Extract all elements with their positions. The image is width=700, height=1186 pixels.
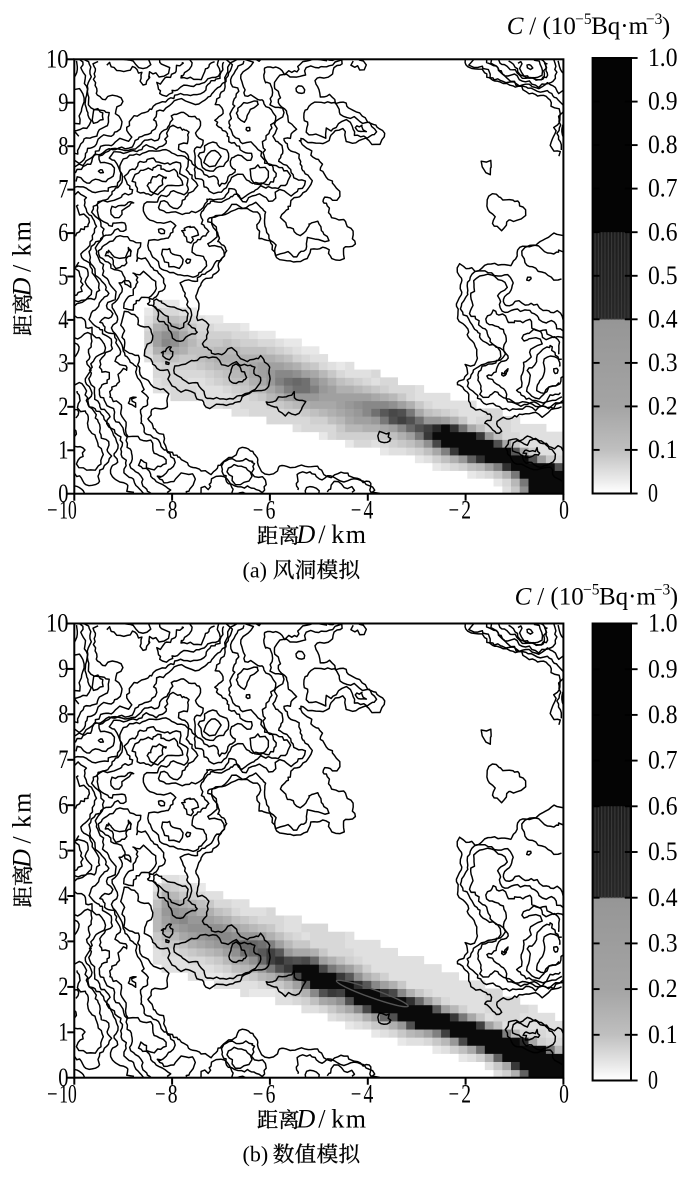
svg-text:4: 4: [364, 1080, 374, 1109]
svg-text:0.1: 0.1: [648, 1020, 678, 1049]
svg-text:/ (10: / (10: [529, 13, 576, 40]
svg-text:km: km: [331, 1104, 367, 1133]
svg-text:0.1: 0.1: [648, 435, 678, 464]
svg-text:0.2: 0.2: [648, 974, 678, 1003]
svg-text:−: −: [47, 496, 58, 525]
svg-text:0.6: 0.6: [648, 791, 678, 820]
svg-text:/: /: [8, 264, 37, 272]
svg-text:(b): (b): [243, 1142, 269, 1167]
svg-text:2: 2: [58, 392, 68, 421]
svg-text:(a): (a): [243, 558, 267, 583]
svg-text:0: 0: [648, 1066, 658, 1095]
svg-text:−: −: [351, 496, 362, 525]
svg-text:9: 9: [58, 654, 68, 683]
svg-text:C: C: [515, 584, 532, 611]
svg-text:8: 8: [58, 131, 68, 160]
svg-text:−: −: [253, 1080, 263, 1109]
svg-text:0: 0: [648, 479, 658, 508]
svg-text:2: 2: [461, 496, 471, 525]
svg-text:3: 3: [58, 927, 68, 956]
svg-text:1: 1: [58, 1017, 68, 1046]
svg-text:4: 4: [364, 496, 374, 525]
svg-text:0.3: 0.3: [648, 348, 678, 377]
svg-text:0: 0: [58, 479, 68, 508]
svg-text:0.5: 0.5: [648, 261, 678, 290]
svg-text:5: 5: [58, 836, 68, 865]
svg-text:1: 1: [58, 435, 68, 464]
svg-text:4: 4: [58, 305, 68, 334]
svg-text:−: −: [449, 1080, 460, 1109]
svg-text:0.5: 0.5: [648, 837, 678, 866]
svg-text:−3: −3: [654, 582, 671, 599]
svg-text:0.9: 0.9: [648, 654, 678, 683]
svg-text:1.0: 1.0: [648, 43, 678, 72]
svg-text:2: 2: [461, 1080, 471, 1109]
svg-text:0.7: 0.7: [648, 174, 678, 203]
svg-text:6: 6: [266, 1080, 276, 1109]
svg-text:−: −: [155, 496, 166, 525]
svg-text:/: /: [318, 520, 326, 549]
svg-text:km: km: [331, 520, 367, 549]
svg-text:0.4: 0.4: [648, 883, 678, 912]
svg-text:D: D: [296, 520, 316, 549]
svg-text:−5: −5: [583, 582, 600, 599]
svg-text:10: 10: [46, 609, 69, 638]
svg-text:8: 8: [168, 496, 178, 525]
svg-text:8: 8: [58, 699, 68, 728]
svg-text:7: 7: [58, 745, 68, 774]
svg-text:−: −: [47, 1080, 58, 1109]
svg-text:0.9: 0.9: [648, 87, 678, 116]
svg-text:Bq·m: Bq·m: [591, 13, 649, 40]
svg-text:0: 0: [58, 1063, 68, 1092]
svg-text:−5: −5: [575, 11, 592, 28]
svg-text:6: 6: [266, 496, 276, 525]
svg-text:10: 10: [46, 44, 69, 73]
svg-text:10: 10: [59, 496, 77, 525]
svg-text:D: D: [296, 1104, 316, 1133]
svg-text:8: 8: [168, 1080, 178, 1109]
svg-text:D: D: [8, 849, 37, 869]
svg-text:/: /: [318, 1104, 326, 1133]
svg-text:0.4: 0.4: [648, 304, 678, 333]
svg-text:km: km: [8, 219, 37, 257]
svg-text:6: 6: [58, 790, 68, 819]
svg-text:): ): [662, 13, 670, 40]
svg-text:−: −: [155, 1080, 166, 1109]
svg-text:0.3: 0.3: [648, 929, 678, 958]
svg-text:0: 0: [559, 1080, 569, 1109]
svg-text:−: −: [253, 496, 263, 525]
svg-text:Bq·m: Bq·m: [599, 584, 657, 611]
svg-text:C: C: [507, 13, 524, 40]
svg-text:−: −: [449, 496, 460, 525]
svg-text:km: km: [8, 790, 37, 828]
svg-text:10: 10: [59, 1080, 77, 1109]
svg-text:−3: −3: [646, 11, 663, 28]
svg-text:0.7: 0.7: [648, 746, 678, 775]
svg-text:6: 6: [58, 218, 68, 247]
svg-text:2: 2: [58, 972, 68, 1001]
svg-text:): ): [670, 584, 678, 611]
svg-text:/: /: [8, 836, 37, 844]
svg-text:0.8: 0.8: [648, 700, 678, 729]
svg-text:0: 0: [559, 496, 569, 525]
svg-text:5: 5: [58, 262, 68, 291]
svg-text:0.8: 0.8: [648, 130, 678, 159]
svg-text:−: −: [351, 1080, 362, 1109]
svg-text:/ (10: / (10: [537, 584, 584, 611]
svg-text:0.2: 0.2: [648, 392, 678, 421]
svg-text:4: 4: [58, 881, 68, 910]
svg-text:0.6: 0.6: [648, 217, 678, 246]
svg-text:1.0: 1.0: [648, 609, 678, 638]
svg-text:9: 9: [58, 88, 68, 117]
svg-text:3: 3: [58, 349, 68, 378]
svg-text:D: D: [8, 277, 37, 297]
svg-text:7: 7: [58, 175, 68, 204]
